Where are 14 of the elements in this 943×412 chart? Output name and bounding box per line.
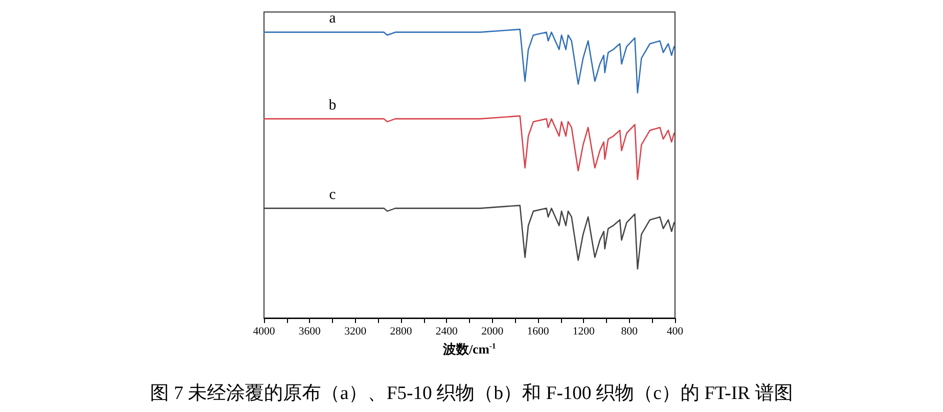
text: 图 7 未经涂覆的原布（a）、F5-10 织物（b）和 F-100 织物（c）的 FT-IR 谱图 [150,382,793,404]
x-tick-label: 2400 [436,326,458,338]
x-tick-label: 400 [666,326,684,338]
series-label: a [329,10,336,27]
x-tick-label: 800 [621,326,638,338]
x-tick-label: 1200 [572,326,596,338]
x-tick-label: 3600 [298,326,322,338]
x-tick-label: 1600 [527,326,550,338]
x-tick-label: 2800 [390,326,412,338]
x-tick-label: 3200 [344,326,367,338]
x-tick-label: 2000 [481,326,504,338]
series-label: c [329,186,336,203]
x-tick-label: 4000 [253,326,276,338]
series-label: b [328,97,336,114]
